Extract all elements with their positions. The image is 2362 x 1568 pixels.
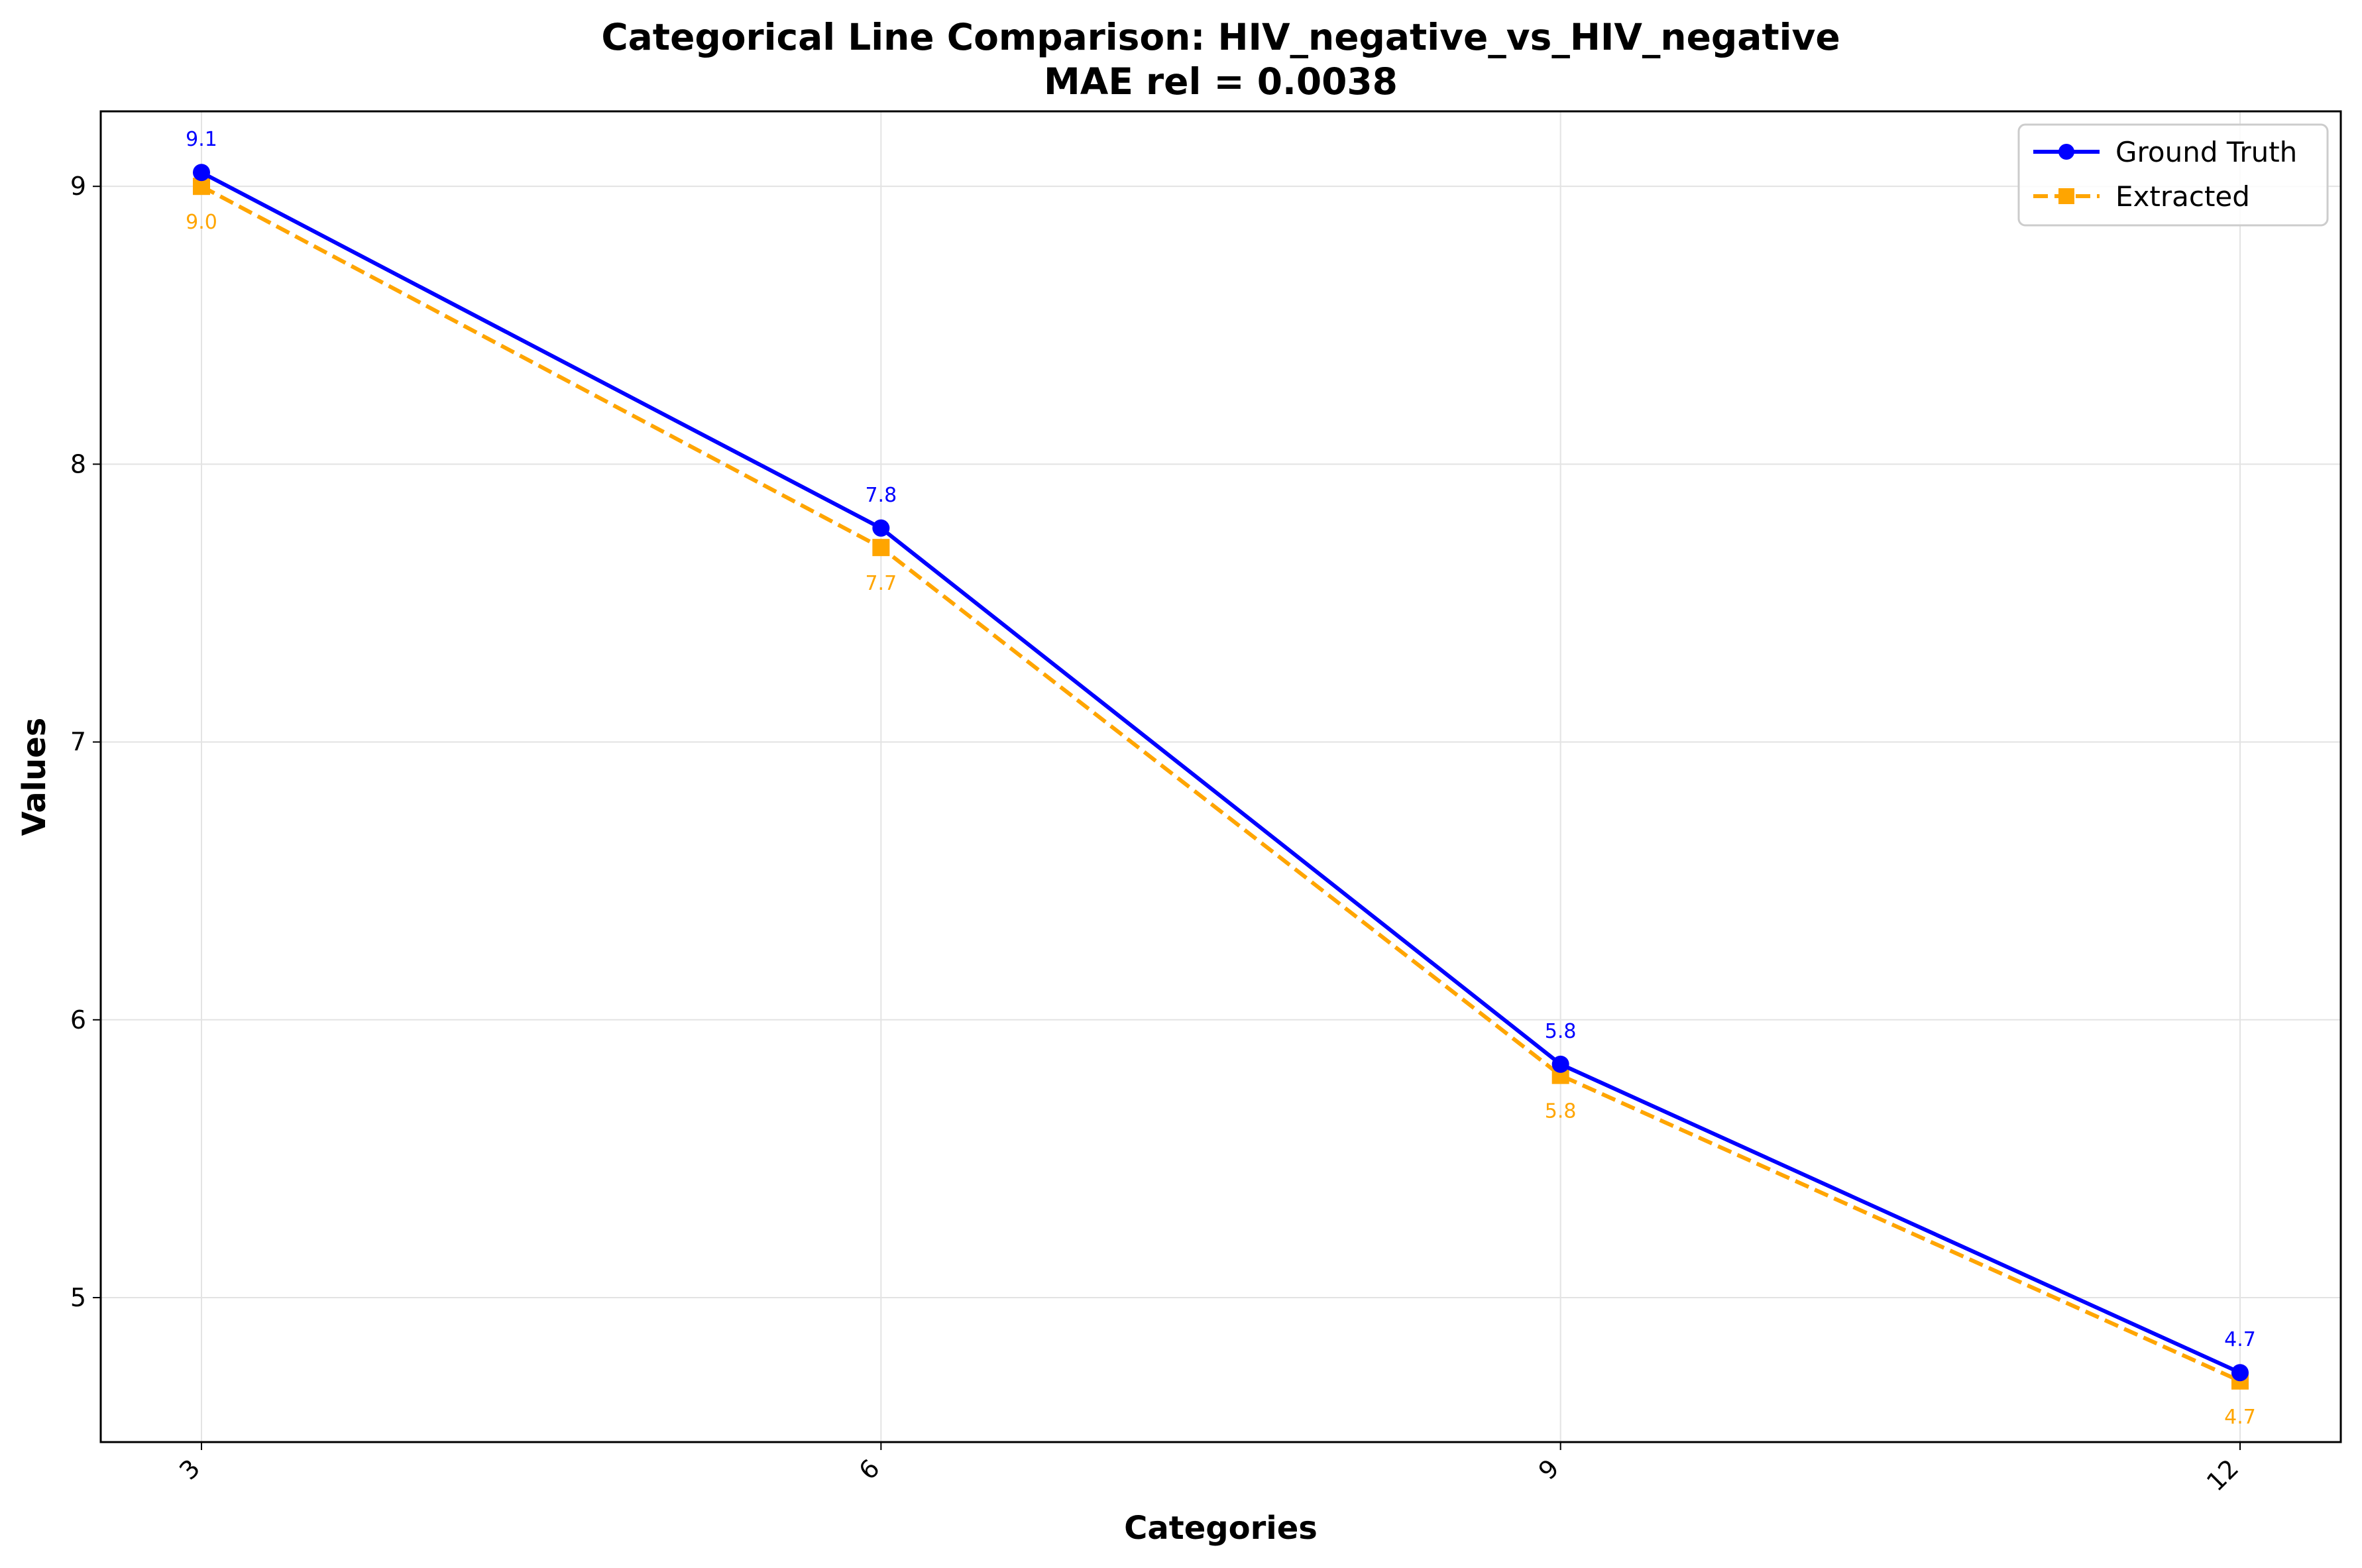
data-point-ground-truth	[1551, 1055, 1569, 1073]
data-label-ground-truth: 7.8	[865, 484, 897, 507]
data-label-ground-truth: 5.8	[1545, 1020, 1577, 1043]
y-tick-label: 6	[70, 1005, 86, 1035]
series-line-extracted	[200, 184, 2241, 1383]
data-label-extracted: 4.7	[2224, 1406, 2256, 1429]
series-extracted: 9.0 7.7 5.8 4.7	[186, 178, 2256, 1429]
plot-frame	[99, 110, 2342, 1443]
legend-ground-truth-label: Ground Truth	[2115, 136, 2297, 168]
data-label-ground-truth: 4.7	[2224, 1328, 2256, 1351]
series-line-ground-truth	[200, 170, 2241, 1374]
legend: Ground Truth Extracted	[2017, 123, 2329, 227]
y-tick-label: 5	[70, 1283, 86, 1312]
x-axis-label: Categories	[1124, 1510, 1318, 1547]
data-label-extracted: 9.0	[186, 211, 217, 234]
data-point-extracted	[872, 539, 890, 557]
y-tick-label: 9	[70, 172, 86, 201]
chart-subtitle: MAE rel = 0.0038	[1044, 60, 1398, 103]
legend-extracted-label: Extracted	[2115, 180, 2250, 213]
legend-ground-truth-marker	[2058, 144, 2074, 160]
data-label-ground-truth: 9.1	[186, 128, 217, 151]
y-tick-label: 8	[70, 449, 86, 478]
legend-extracted-marker	[2058, 188, 2074, 204]
chart-title: Categorical Line Comparison: HIV_negativ…	[601, 16, 1840, 58]
data-point-ground-truth	[2231, 1364, 2249, 1382]
data-label-extracted: 5.8	[1545, 1100, 1577, 1123]
data-label-extracted: 7.7	[865, 572, 897, 595]
y-tick-label: 7	[70, 728, 86, 757]
data-point-ground-truth	[872, 519, 890, 537]
grid	[101, 111, 2341, 1442]
data-point-ground-truth	[193, 164, 210, 182]
series-ground-truth: 9.1 7.8 5.8 4.7	[186, 128, 2256, 1382]
series-layer: 9.0 7.7 5.8 4.7 9.1 7.8 5.8 4.7	[186, 128, 2256, 1429]
y-axis-label: Values	[16, 718, 53, 836]
